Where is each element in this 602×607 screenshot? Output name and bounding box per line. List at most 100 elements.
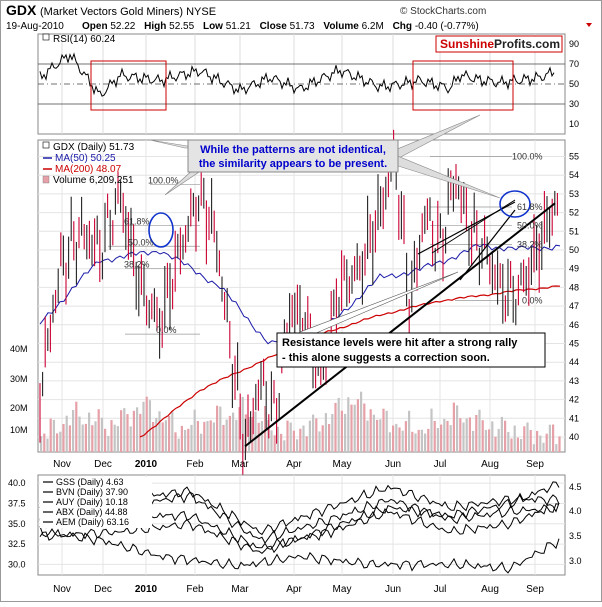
volume-tick-labels: 40M 30M 20M 10M — [10, 344, 28, 435]
price-tick-50: 50 — [569, 245, 579, 255]
volume-bar — [174, 432, 177, 452]
volume-bar — [491, 421, 494, 452]
volume-bar — [494, 436, 497, 452]
volume-bar — [104, 428, 107, 452]
oval-highlight-left — [148, 212, 174, 248]
price-panel: While the patterns are not identical, th… — [10, 114, 579, 481]
month-label-Mar: Mar — [231, 584, 249, 595]
volume-bar — [478, 409, 481, 452]
volume-bar — [539, 435, 542, 452]
volume-bar — [484, 429, 487, 452]
fib-left-label: 0.0% — [156, 325, 177, 335]
volume-bar — [206, 421, 209, 452]
rising-support-line — [244, 202, 556, 448]
volume-bar — [424, 433, 427, 452]
volume-bar — [107, 435, 110, 452]
price-tick-48: 48 — [569, 282, 579, 292]
volume-bar — [414, 433, 417, 452]
volume-bar — [235, 419, 238, 452]
volume-bar — [443, 418, 446, 452]
volume-bar — [488, 429, 491, 452]
comparison-right-tick-4.5: 4.5 — [569, 482, 582, 492]
rsi-legend-icon — [42, 33, 50, 41]
price-tick-46: 46 — [569, 320, 579, 330]
volume-bar — [190, 424, 193, 452]
fib-right-label: 38.2% — [517, 239, 543, 249]
volume-bar — [420, 429, 423, 452]
price-tick-54: 54 — [569, 170, 579, 180]
fib-left-label: 50.0% — [128, 237, 154, 247]
volume-bar — [536, 431, 539, 452]
volume-bar — [440, 424, 443, 452]
volume-bar — [372, 414, 375, 452]
rsi-tick-10: 10 — [569, 119, 579, 129]
volume-bar — [84, 423, 87, 452]
volume-bar — [542, 442, 545, 452]
volume-bar — [324, 413, 327, 452]
volume-bar — [417, 429, 420, 452]
comparison-lines — [39, 481, 560, 574]
volume-bar — [212, 422, 215, 452]
month-label-Apr: Apr — [286, 584, 302, 595]
month-label-Feb: Feb — [186, 459, 204, 470]
volume-bar — [280, 433, 283, 452]
volume-bar — [315, 418, 318, 452]
price-tick-51: 51 — [569, 226, 579, 236]
price-tick-labels: 55 54 53 52 51 50 49 48 47 46 45 44 43 42 41 40 — [569, 152, 579, 443]
volume-bar — [180, 425, 183, 452]
volume-bar — [283, 440, 286, 452]
comparison-legend-entry: ABX (Daily) 44.88 — [56, 507, 128, 517]
volume-bar — [366, 420, 369, 452]
volume-bar — [62, 424, 65, 452]
volume-bar — [225, 419, 228, 452]
volume-bar — [558, 436, 561, 452]
volume-bar — [113, 424, 116, 452]
volume-bar — [142, 401, 145, 452]
month-label-Nov: Nov — [53, 459, 71, 470]
volume-bar — [408, 410, 411, 452]
volume-bar — [401, 430, 404, 452]
volume-bar — [356, 399, 359, 452]
brand-badge: SunshineProfits.com — [435, 35, 563, 53]
callout-bottom — [276, 332, 546, 368]
volume-bar — [136, 407, 139, 452]
volume-bar — [388, 432, 391, 452]
month-label-May: May — [333, 459, 352, 470]
change-down-icon — [586, 23, 592, 27]
volume-bar — [302, 425, 305, 452]
volume-bar — [340, 410, 343, 452]
month-label-Sep: Sep — [526, 459, 544, 470]
volume-bar — [251, 417, 254, 452]
volume-bar — [152, 422, 155, 452]
volume-bar — [318, 431, 321, 452]
price-tick-52: 52 — [569, 208, 579, 218]
fibonacci-labels: 100.0% 61.8% 50.0% 38.2% 0.0% 100.0% 61.8% 50.0… — [124, 152, 543, 336]
volume-bar — [139, 413, 142, 452]
callout-bottom-line2: - this alone suggests a correction soon. — [282, 352, 490, 364]
quote-line: Open 52.22 High 52.55 Low 51.21 Close 51… — [82, 21, 479, 32]
volume-bar — [59, 431, 62, 452]
volume-bar — [363, 403, 366, 452]
volume-bar — [475, 415, 478, 452]
volume-bar — [289, 422, 292, 452]
price-tick-45: 45 — [569, 339, 579, 349]
volume-bar — [232, 412, 235, 452]
volume-bar — [78, 416, 81, 452]
copyright: © StockCharts.com — [400, 6, 486, 17]
volume-bar — [507, 432, 510, 452]
rsi-panel: RSI(14) 60.24 SunshineProfits.com 90 70 50… — [37, 33, 579, 135]
volume-bar — [504, 420, 507, 452]
volume-bar — [462, 422, 465, 452]
price-tick-47: 47 — [569, 301, 579, 311]
volume-bar — [52, 419, 55, 452]
volume-bar — [81, 424, 84, 452]
volume-bar — [481, 420, 484, 452]
rsi-legend: RSI(14) 60.24 — [42, 33, 116, 45]
volume-bar — [196, 421, 199, 452]
rsi-tick-70: 70 — [569, 59, 579, 69]
month-label-Mar: Mar — [231, 459, 249, 470]
volume-tick-30M: 30M — [10, 374, 28, 384]
fib-left-label: 100.0% — [148, 176, 179, 186]
